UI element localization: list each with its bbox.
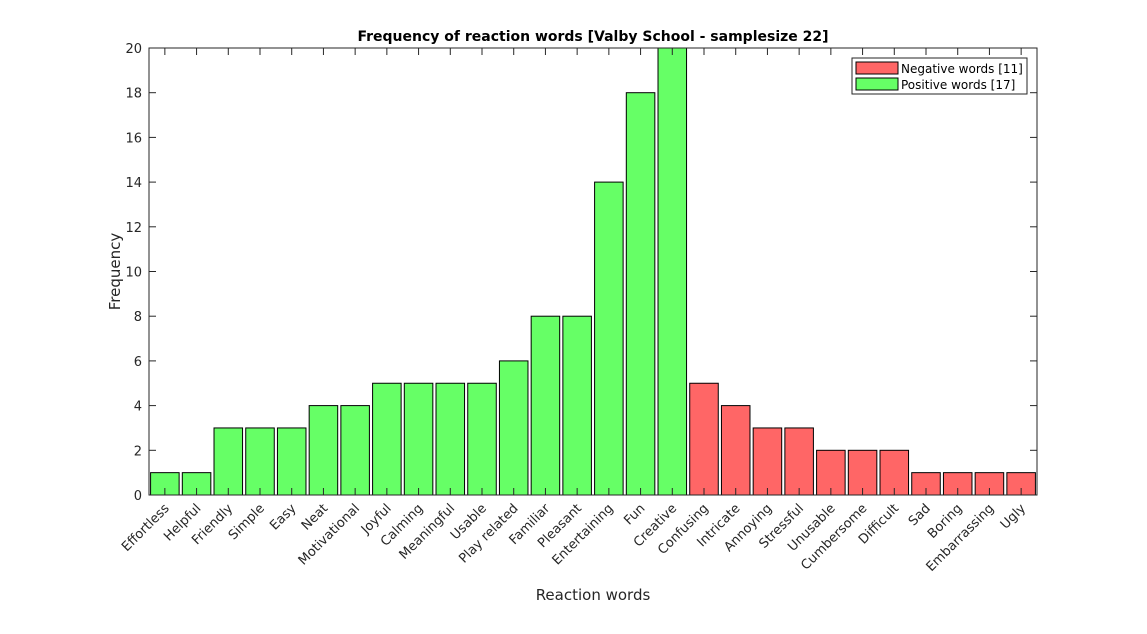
legend-swatch-positive [855,77,899,91]
bar-friendly [213,427,244,496]
bar-difficult [879,449,910,496]
x-axis-title: Reaction words [536,586,651,604]
bar-creative [657,47,688,496]
y-tick-label: 8 [134,310,142,325]
y-tick-label: 16 [125,131,142,146]
y-tick-label: 12 [125,221,142,236]
bar-play-related [498,360,529,496]
legend: Negative words [11] Positive words [17] [851,57,1028,95]
bar-meaningful [435,382,466,496]
bar-motivational [340,405,370,496]
y-axis: 0 2 4 6 8 10 12 14 16 18 20 [125,42,1037,504]
y-tick-label: 6 [134,355,142,370]
bar-intricate [720,405,751,496]
y-tick-label: 0 [134,489,142,504]
y-tick-label: 2 [134,444,142,459]
chart-title: Frequency of reaction words [Valby Schoo… [357,29,828,45]
bar-confusing [689,382,719,496]
y-tick-label: 10 [125,266,142,281]
legend-label-negative: Negative words [11] [901,62,1023,76]
bar-pleasant [562,315,592,496]
bar-stressful [784,427,814,496]
bar-usable [467,382,497,496]
legend-label-positive: Positive words [17] [901,78,1015,92]
bar-annoying [752,427,783,496]
bar-easy [276,427,307,496]
y-tick-label: 14 [125,176,142,191]
bar-familiar [530,315,561,496]
bar-fun [625,92,656,496]
bar-joyful [372,382,402,496]
bar-simple [245,427,275,496]
bars-layer [150,47,1036,496]
bar-cumbersome [847,449,878,496]
y-axis-title: Frequency [106,233,124,311]
bar-neat [308,405,339,496]
bar-calming [403,382,434,496]
bar-entertaining [594,181,624,496]
y-tick-label: 4 [134,400,142,415]
y-tick-label: 20 [125,42,142,57]
legend-swatch-negative [855,61,899,75]
y-tick-label: 18 [125,87,142,102]
